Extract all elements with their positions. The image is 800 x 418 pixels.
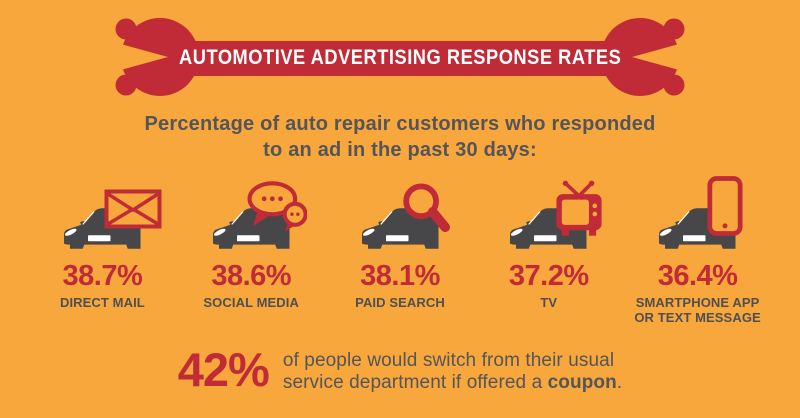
stat-tile-smartphone: 36.4% SMARTPHONE APP OR TEXT MESSAGE — [623, 176, 772, 325]
stat-tile-social-media: 38.6% SOCIAL MEDIA — [177, 178, 326, 325]
smartphone-icon — [707, 176, 743, 236]
wrench-icon — [110, 18, 690, 96]
subtitle: Percentage of auto repair customers who … — [0, 111, 800, 163]
header-banner: AUTOMOTIVE ADVERTISING RESPONSE RATES — [110, 16, 690, 100]
stat-label: PAID SEARCH — [355, 295, 445, 310]
icon-area — [177, 178, 326, 260]
stat-value: 38.7% — [62, 260, 143, 292]
coupon-highlight: coupon — [547, 372, 617, 393]
page-title: AUTOMOTIVE ADVERTISING RESPONSE RATES — [178, 46, 622, 69]
stat-value: 37.2% — [508, 260, 589, 292]
magnifier-icon — [402, 183, 450, 233]
envelope-icon — [104, 189, 162, 229]
stat-tile-tv: 37.2% TV — [474, 178, 623, 325]
icon-area — [28, 178, 177, 260]
subtitle-line2: to an ad in the past 30 days: — [263, 139, 537, 161]
stat-value: 36.4% — [657, 260, 738, 292]
car-icon — [212, 208, 290, 249]
icon-area — [474, 178, 623, 260]
icon-area — [623, 176, 772, 260]
stat-tile-direct-mail: 38.7% DIRECT MAIL — [28, 178, 177, 325]
stat-tile-paid-search: 38.1% PAID SEARCH — [326, 178, 475, 325]
stat-label: SMARTPHONE APP OR TEXT MESSAGE — [634, 295, 761, 325]
stat-label: DIRECT MAIL — [59, 295, 145, 310]
stats-row: 38.7% DIRECT MAIL — [28, 176, 772, 325]
stat-label: TV — [540, 295, 558, 310]
footer-line2: service department if offered a coupon. — [282, 372, 623, 393]
speech-bubbles-icon — [247, 181, 307, 232]
icon-area — [326, 178, 475, 260]
footer-line1: of people would switch from their usual — [282, 350, 615, 371]
stat-label: SOCIAL MEDIA — [203, 295, 299, 310]
subtitle-line1: Percentage of auto repair customers who … — [144, 113, 656, 135]
tv-icon — [556, 180, 602, 236]
footer-stat-row: 42% of people would switch from their us… — [0, 343, 800, 396]
footer-stat-text: of people would switch from their usual … — [283, 347, 622, 394]
footer-stat-value: 42% — [177, 343, 270, 396]
stat-value: 38.6% — [211, 260, 292, 292]
stat-value: 38.1% — [360, 260, 440, 292]
